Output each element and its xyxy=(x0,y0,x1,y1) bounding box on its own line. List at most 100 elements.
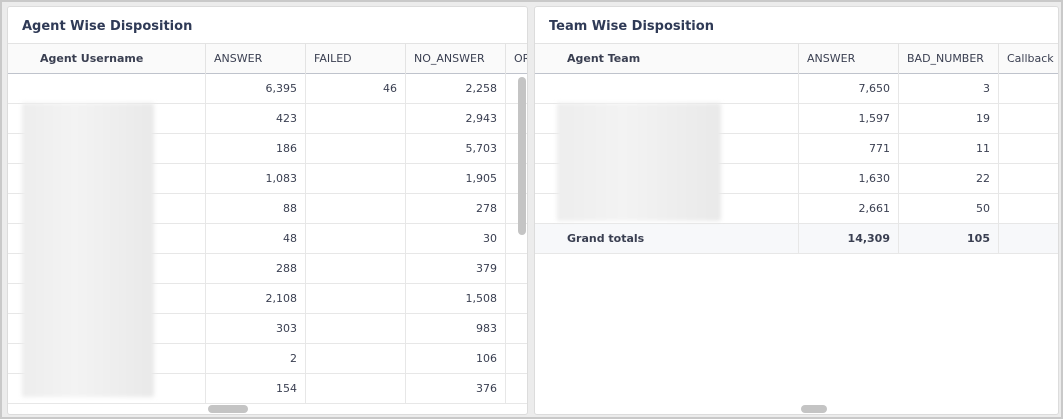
no-answer-cell: 1,508 xyxy=(405,284,505,313)
column-header-or[interactable]: OR xyxy=(505,44,527,74)
failed-cell xyxy=(305,194,405,223)
horizontal-scrollbar[interactable] xyxy=(801,405,827,413)
panel-title: Agent Wise Disposition xyxy=(22,19,193,34)
panel-title: Team Wise Disposition xyxy=(549,19,714,34)
column-header-callback[interactable]: Callback L xyxy=(998,44,1058,74)
or-cell xyxy=(505,74,527,103)
failed-cell xyxy=(305,134,405,163)
column-header-bad-number[interactable]: BAD_NUMBER xyxy=(898,44,998,74)
vertical-scrollbar[interactable] xyxy=(518,77,526,235)
no-answer-cell: 983 xyxy=(405,314,505,343)
or-cell xyxy=(505,164,527,193)
table-row[interactable]: 423 2,943 xyxy=(8,104,527,134)
failed-cell xyxy=(305,224,405,253)
or-cell xyxy=(505,374,527,403)
agent-team-cell xyxy=(535,74,798,103)
column-header-failed[interactable]: FAILED xyxy=(305,44,405,74)
or-cell xyxy=(505,284,527,313)
failed-cell xyxy=(305,104,405,133)
total-callback-cell xyxy=(998,224,1058,253)
bad-number-cell: 22 xyxy=(898,164,998,193)
column-header-no-answer[interactable]: NO_ANSWER xyxy=(405,44,505,74)
no-answer-cell: 106 xyxy=(405,344,505,373)
callback-cell xyxy=(998,134,1058,163)
or-cell xyxy=(505,104,527,133)
answer-cell: 1,597 xyxy=(798,104,898,133)
table-row[interactable]: 1,597 19 xyxy=(535,104,1058,134)
bad-number-cell: 11 xyxy=(898,134,998,163)
failed-cell xyxy=(305,164,405,193)
answer-cell: 303 xyxy=(205,314,305,343)
callback-cell xyxy=(998,164,1058,193)
no-answer-cell: 376 xyxy=(405,374,505,403)
answer-cell: 186 xyxy=(205,134,305,163)
failed-cell xyxy=(305,344,405,373)
or-cell xyxy=(505,134,527,163)
no-answer-cell: 2,943 xyxy=(405,104,505,133)
answer-cell: 1,083 xyxy=(205,164,305,193)
no-answer-cell: 379 xyxy=(405,254,505,283)
answer-cell: 48 xyxy=(205,224,305,253)
failed-cell xyxy=(305,254,405,283)
callback-cell xyxy=(998,194,1058,223)
no-answer-cell: 2,258 xyxy=(405,74,505,103)
answer-cell: 7,650 xyxy=(798,74,898,103)
redacted-team-names xyxy=(557,103,721,221)
no-answer-cell: 30 xyxy=(405,224,505,253)
answer-cell: 2,661 xyxy=(798,194,898,223)
total-bad-number-cell: 105 xyxy=(898,224,998,253)
table-row[interactable]: 2,108 1,508 xyxy=(8,284,527,314)
answer-cell: 6,395 xyxy=(205,74,305,103)
failed-cell xyxy=(305,314,405,343)
table-row[interactable]: 1,630 22 xyxy=(535,164,1058,194)
redacted-agent-names xyxy=(22,103,154,397)
or-cell xyxy=(505,314,527,343)
answer-cell: 771 xyxy=(798,134,898,163)
callback-cell xyxy=(998,104,1058,133)
table-row[interactable]: 2 106 xyxy=(8,344,527,374)
answer-cell: 288 xyxy=(205,254,305,283)
no-answer-cell: 278 xyxy=(405,194,505,223)
answer-cell: 88 xyxy=(205,194,305,223)
table-row[interactable]: 771 11 xyxy=(535,134,1058,164)
table-row[interactable]: 48 30 xyxy=(8,224,527,254)
failed-cell xyxy=(305,374,405,403)
callback-cell xyxy=(998,74,1058,103)
grand-totals-row: Grand totals 14,309 105 xyxy=(535,224,1058,254)
or-cell xyxy=(505,224,527,253)
column-header-agent-team[interactable]: Agent Team xyxy=(567,52,641,65)
table-row[interactable]: 2,661 50 xyxy=(535,194,1058,224)
table-row[interactable]: 154 376 xyxy=(8,374,527,404)
no-answer-cell: 5,703 xyxy=(405,134,505,163)
table-header: Agent Username ANSWER FAILED NO_ANSWER O… xyxy=(8,43,527,74)
failed-cell: 46 xyxy=(305,74,405,103)
no-answer-cell: 1,905 xyxy=(405,164,505,193)
table-row[interactable]: 1,083 1,905 xyxy=(8,164,527,194)
table-row[interactable]: 303 983 xyxy=(8,314,527,344)
table-row[interactable]: 6,395 46 2,258 xyxy=(8,74,527,104)
bad-number-cell: 3 xyxy=(898,74,998,103)
bad-number-cell: 50 xyxy=(898,194,998,223)
table-row[interactable]: 7,650 3 xyxy=(535,74,1058,104)
column-header-answer[interactable]: ANSWER xyxy=(798,44,898,74)
table-row[interactable]: 88 278 xyxy=(8,194,527,224)
agent-username-cell xyxy=(8,74,205,103)
grand-totals-label: Grand totals xyxy=(567,232,645,245)
team-wise-disposition-panel: Team Wise Disposition Agent Team ANSWER … xyxy=(534,6,1059,415)
column-header-agent-username[interactable]: Agent Username xyxy=(40,52,144,65)
total-answer-cell: 14,309 xyxy=(798,224,898,253)
answer-cell: 154 xyxy=(205,374,305,403)
or-cell xyxy=(505,194,527,223)
answer-cell: 2,108 xyxy=(205,284,305,313)
table-row[interactable]: 288 379 xyxy=(8,254,527,284)
horizontal-scrollbar[interactable] xyxy=(208,405,248,413)
column-header-answer[interactable]: ANSWER xyxy=(205,44,305,74)
table-header: Agent Team ANSWER BAD_NUMBER Callback L xyxy=(535,43,1058,74)
agent-wise-disposition-panel: Agent Wise Disposition Agent Username AN… xyxy=(7,6,528,415)
bad-number-cell: 19 xyxy=(898,104,998,133)
table-row[interactable]: 186 5,703 xyxy=(8,134,527,164)
or-cell xyxy=(505,344,527,373)
answer-cell: 2 xyxy=(205,344,305,373)
answer-cell: 423 xyxy=(205,104,305,133)
